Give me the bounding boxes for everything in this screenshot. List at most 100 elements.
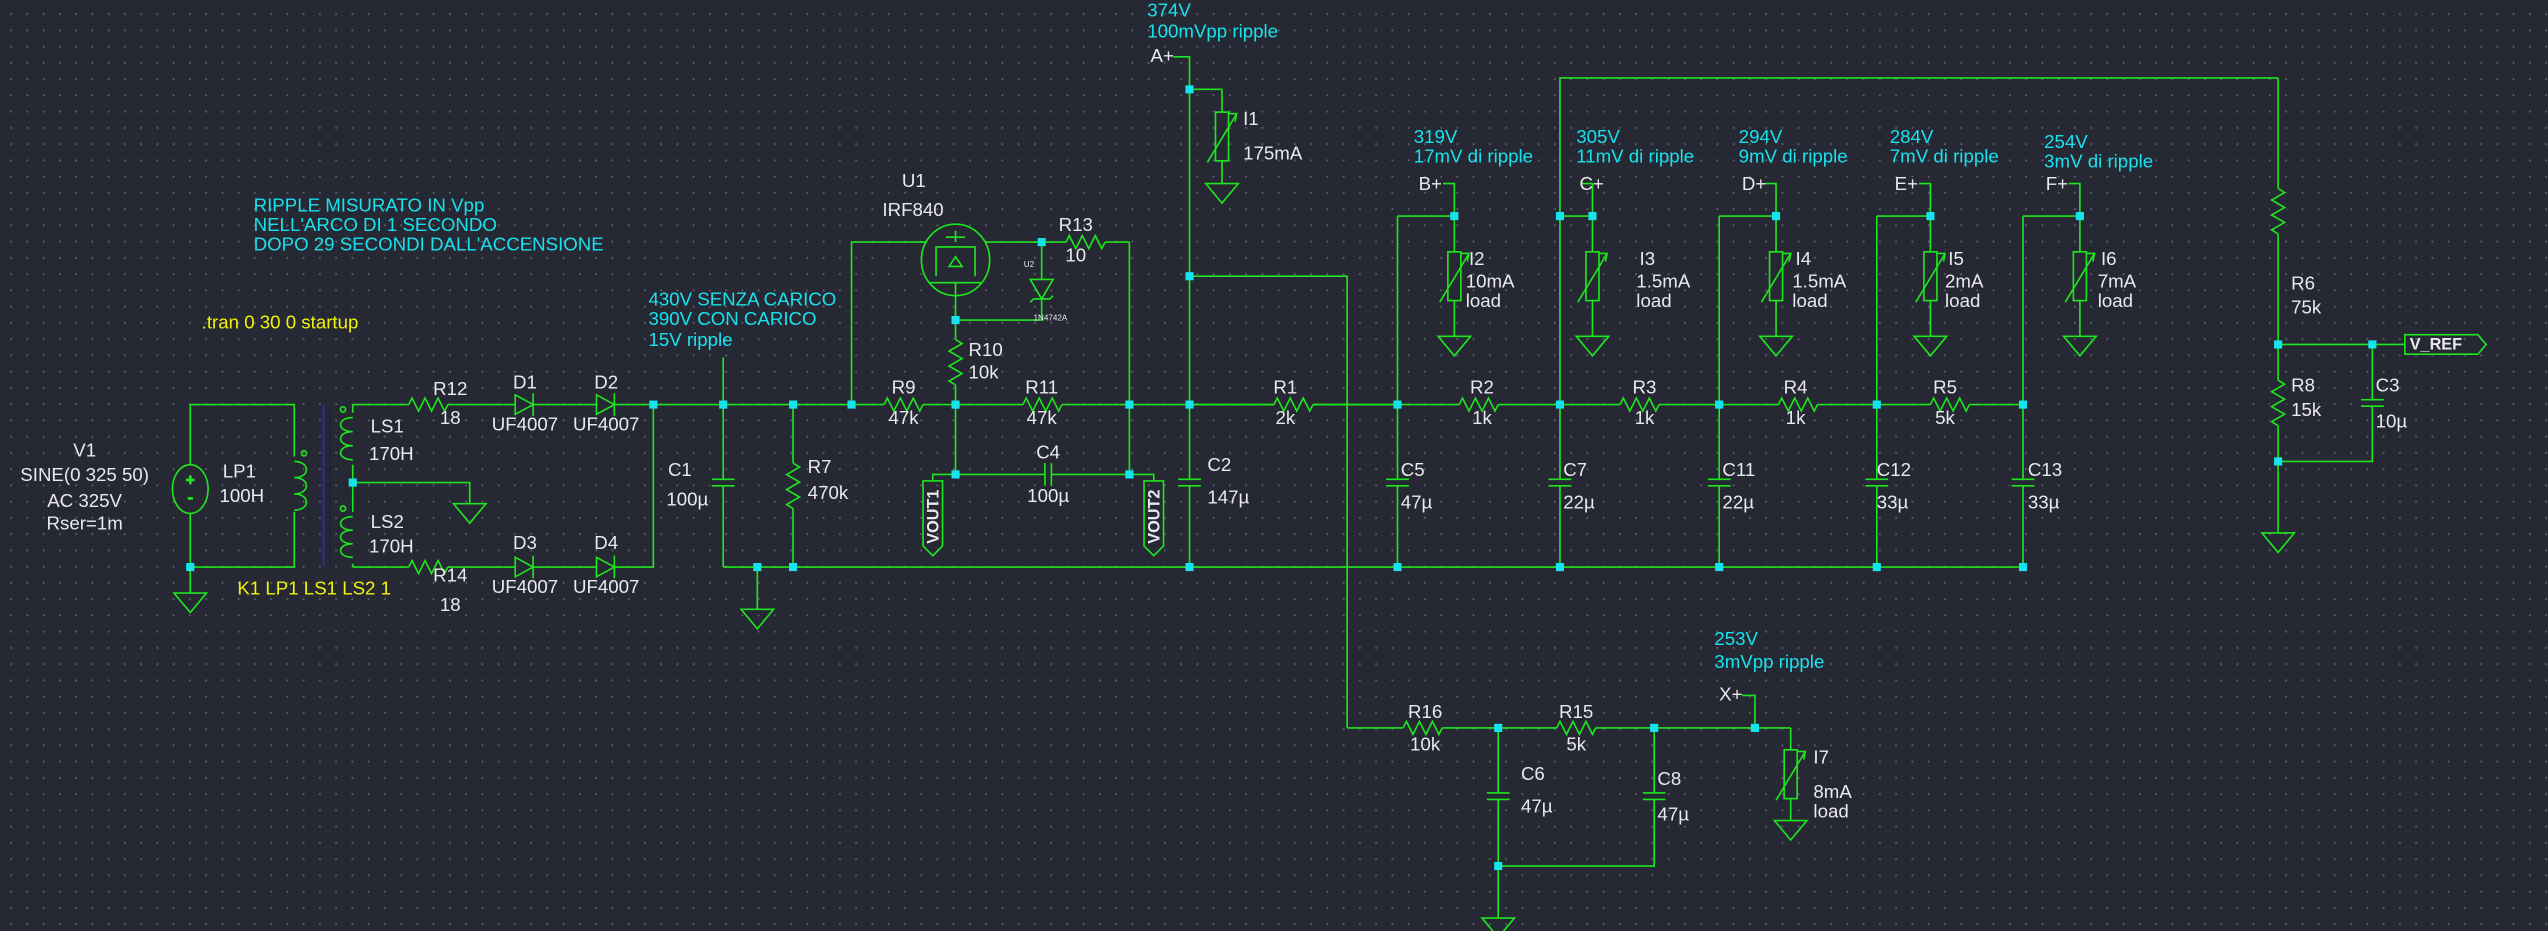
junction-dot <box>1494 861 1503 871</box>
I7-arrow <box>1775 751 1807 801</box>
components-C8-name: C8 <box>1657 768 1681 789</box>
components-C6-name: C6 <box>1521 763 1545 784</box>
junction-dot <box>951 316 960 325</box>
U1-body-diode-icon <box>947 255 964 268</box>
LP1-inductor-icon <box>294 460 308 511</box>
junction-dot <box>1185 272 1194 281</box>
components-R7-name: R7 <box>808 456 832 477</box>
labels: VOUT1 VOUT2 V_REF RIPPLE MISURATO IN VppNEL… <box>20 0 2488 825</box>
I3-arrowhead <box>1598 252 1609 262</box>
I4-value: 1.5mA <box>1792 271 1847 292</box>
components-C3-name: C3 <box>2376 375 2400 396</box>
D1-diode-icon <box>514 393 535 416</box>
components-I1-name: I1 <box>1243 108 1259 129</box>
junction-dot <box>1555 400 1565 409</box>
junction-dot <box>1393 562 1402 572</box>
I3-name: I3 <box>1640 248 1656 269</box>
junction-dot <box>1450 212 1459 221</box>
ground-icon <box>1912 335 1949 358</box>
I2-note: load <box>1466 290 1501 311</box>
notes-tran_directive: .tran 0 30 0 startup <box>202 311 359 332</box>
R5-resistor-symbol <box>1929 396 1971 413</box>
components-C5-value: 47µ <box>1401 492 1433 513</box>
components-C13-name: C13 <box>2028 459 2062 480</box>
C-ripple: 11mV di ripple <box>1576 146 1694 167</box>
components-V1-lines-2: Rser=1m <box>47 513 123 534</box>
R13-resistor-symbol <box>1065 233 1106 251</box>
components-R9-value: 47k <box>888 407 919 428</box>
components-C13-value: 33µ <box>2028 492 2060 513</box>
C8-mask <box>1641 792 1668 800</box>
components-C12-value: 33µ <box>1877 492 1909 513</box>
components-D1-name: D1 <box>513 371 537 392</box>
vout1-port-port-flag-icon <box>922 480 944 557</box>
wire <box>1919 182 1932 217</box>
components-R2-name: R2 <box>1470 376 1494 397</box>
I6-arrow <box>2064 253 2096 303</box>
junction-dot <box>1125 470 1134 479</box>
D-ripple: 9mV di ripple <box>1739 146 1848 167</box>
components-C7-value: 22µ <box>1563 492 1595 513</box>
junction-dot <box>1125 400 1134 409</box>
I1-arrow <box>1206 113 1238 163</box>
wire <box>1741 694 1756 728</box>
wire <box>1764 182 1777 217</box>
R12-resistor-symbol <box>408 396 449 413</box>
components-V1-name: V1 <box>73 440 96 461</box>
components-R16-name: R16 <box>1408 701 1442 722</box>
components-I7-note: load <box>1813 800 1848 821</box>
wire <box>954 404 1131 476</box>
components-R2-value: 1k <box>1472 407 1492 428</box>
components-U1-value: IRF840 <box>882 199 943 220</box>
components-C4-value: 100µ <box>1027 485 1069 506</box>
R9-resistor-symbol <box>883 396 924 413</box>
I3-value: 1.5mA <box>1636 271 1691 292</box>
I4-arrowhead <box>1782 252 1792 262</box>
ground-icon <box>1772 819 1809 842</box>
ground-icon <box>1758 335 1795 358</box>
vout2-port-label: VOUT2 <box>1146 490 1164 544</box>
components-C8-value: 47µ <box>1657 804 1689 825</box>
components-R12-value: 18 <box>440 407 461 428</box>
wire <box>2068 182 2081 217</box>
I6-note: load <box>2098 290 2133 311</box>
nets-A-voltage: 374V <box>1147 0 1191 20</box>
R4-resistor-symbol <box>1777 396 1819 413</box>
notes-rectifier_note-2: 15V ripple <box>648 329 732 350</box>
U1-mosfet-body <box>929 230 982 296</box>
E-voltage: 284V <box>1890 126 1934 147</box>
components-R1-value: 2k <box>1276 407 1296 428</box>
I2-name: I2 <box>1469 248 1485 269</box>
wire <box>1189 275 1348 728</box>
junction-dot <box>2368 340 2377 349</box>
components-I7-name: I7 <box>1813 747 1829 768</box>
notes-rectifier_note-0: 430V SENZA CARICO <box>648 289 836 310</box>
vref-port-flag-icon <box>2404 333 2488 356</box>
R15-resistor-symbol <box>1555 719 1597 737</box>
components-R8-name: R8 <box>2291 375 2315 396</box>
components-C1-name: C1 <box>668 459 692 480</box>
notes-coupling_directive: K1 LP1 LS1 LS2 1 <box>237 578 391 599</box>
I3-note: load <box>1636 290 1671 311</box>
components-R13-value: 10 <box>1065 245 1086 266</box>
nets-A-ripple: 100mVpp ripple <box>1147 20 1278 41</box>
junction-dot <box>1494 723 1503 732</box>
LS1-mask <box>344 412 361 465</box>
vout2-port: VOUT2 <box>1143 480 1165 557</box>
nets-X-voltage: 253V <box>1714 628 1758 649</box>
C6-mask <box>1485 792 1512 800</box>
ground-icon <box>451 502 488 525</box>
junction-dot <box>789 400 798 409</box>
components-D4-value: UF4007 <box>573 576 639 597</box>
components-R4-value: 1k <box>1786 407 1806 428</box>
wire <box>1129 473 1155 481</box>
components-R9-name: R9 <box>892 376 916 397</box>
F-ripple: 3mV di ripple <box>2044 150 2153 171</box>
components-I1-value: 175mA <box>1243 142 1303 163</box>
LS2-mask <box>344 511 361 564</box>
D-net-label: D+ <box>1742 173 1766 194</box>
D-voltage: 294V <box>1739 126 1783 147</box>
I3-arrow <box>1577 253 1608 303</box>
plus-icon: + <box>186 473 195 489</box>
